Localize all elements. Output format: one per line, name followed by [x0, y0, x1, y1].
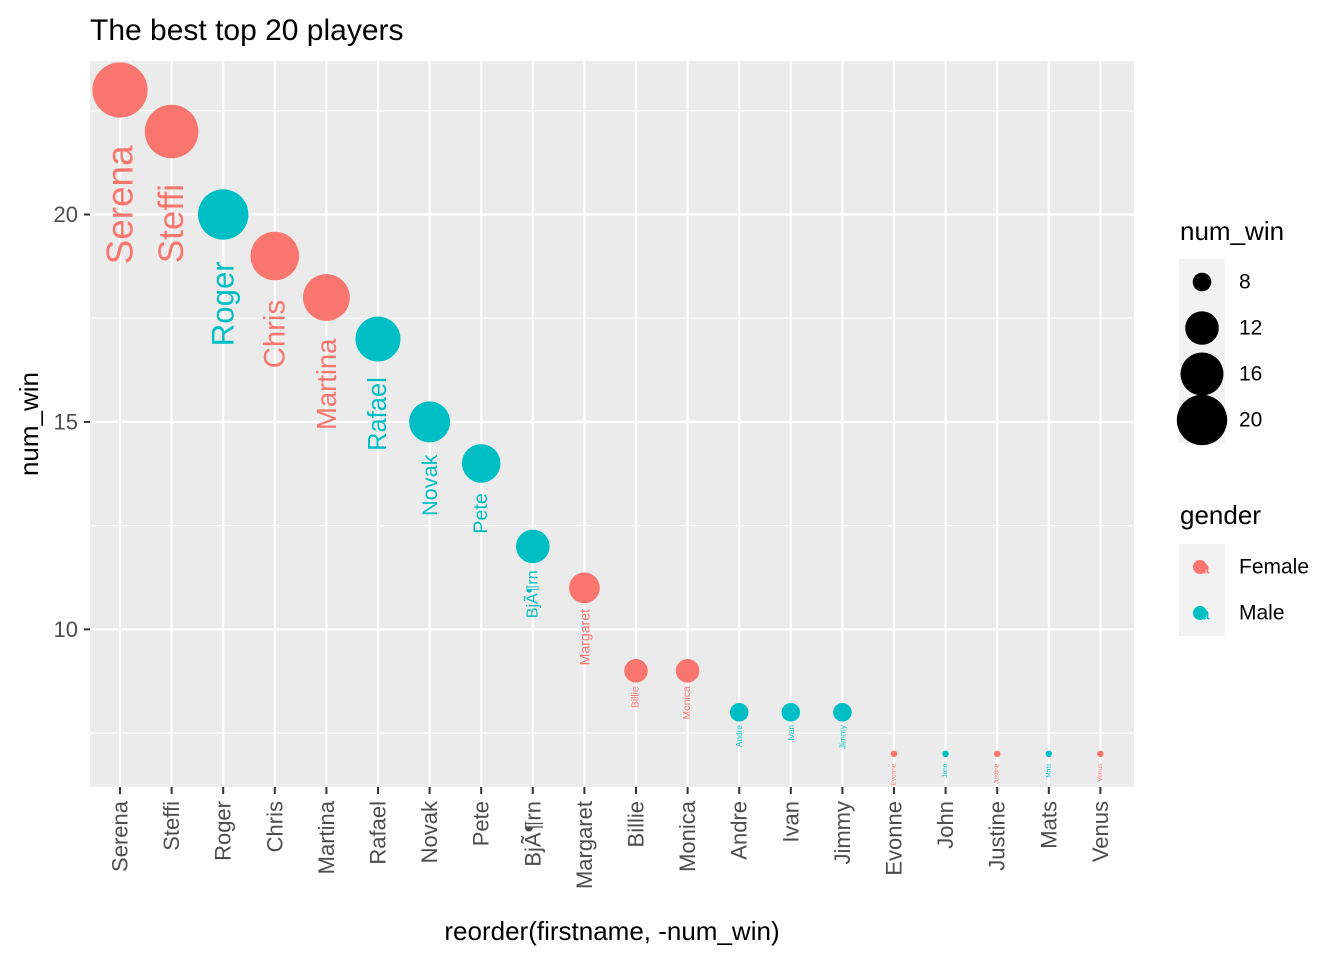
- legend-size-dot: [1180, 352, 1224, 396]
- x-axis-title: reorder(firstname, -num_win): [444, 916, 779, 946]
- point-label: Evonne: [891, 763, 898, 785]
- point-label: Margaret: [576, 609, 592, 665]
- legend-size-label: 12: [1239, 317, 1262, 340]
- x-tick-label: John: [933, 801, 958, 849]
- x-tick-label: Mats: [1036, 801, 1061, 849]
- data-point: [1045, 750, 1053, 757]
- legend-size: num_win 8 12 16 20: [1176, 216, 1284, 446]
- point-label: Steffi: [152, 184, 191, 263]
- x-tick-label: Justine: [985, 801, 1010, 871]
- legend-gender-dot: [1193, 606, 1207, 620]
- chart-title: The best top 20 players: [90, 14, 404, 47]
- data-point: [303, 274, 350, 321]
- point-label: Jimmy: [837, 724, 847, 749]
- data-point: [729, 703, 749, 722]
- point-label: Serena: [100, 145, 141, 264]
- x-tick-label: Jimmy: [830, 801, 855, 865]
- x-tick-label: Evonne: [882, 801, 907, 876]
- point-label: Andre: [734, 725, 744, 748]
- x-tick-label: Ivan: [778, 801, 803, 843]
- data-point: [409, 401, 451, 443]
- data-point: [890, 750, 898, 757]
- data-point: [569, 572, 600, 604]
- x-tick-label: Andre: [727, 801, 752, 860]
- point-label: Chris: [258, 300, 291, 368]
- x-tick-label: Venus: [1088, 801, 1113, 862]
- x-tick-label: Rafael: [366, 801, 391, 865]
- point-label: Venus: [1097, 763, 1104, 782]
- y-tick-label: 15: [54, 409, 78, 434]
- legend-size-title: num_win: [1180, 216, 1284, 246]
- y-axis: 10 15 20: [54, 202, 90, 642]
- x-tick-label: Serena: [108, 800, 133, 872]
- y-tick-label: 10: [54, 617, 78, 642]
- point-label: Roger: [206, 261, 241, 346]
- legend-gender: gender a Female a Male: [1179, 500, 1309, 636]
- x-tick-label: Martina: [314, 800, 339, 874]
- data-point: [144, 104, 199, 159]
- x-tick-label: Margaret: [572, 801, 597, 889]
- legend-size-label: 8: [1239, 271, 1251, 294]
- data-point: [516, 529, 550, 564]
- legend-gender-label: Male: [1239, 602, 1285, 625]
- legend-size-dot: [1176, 394, 1228, 446]
- point-label: Monica: [682, 686, 693, 719]
- x-tick-label: Novak: [417, 800, 442, 863]
- x-tick-label: Monica: [675, 800, 700, 872]
- point-label: Pete: [470, 493, 492, 534]
- y-tick-label: 20: [54, 202, 78, 227]
- data-point: [994, 750, 1001, 757]
- point-label: Rafael: [364, 377, 392, 451]
- data-point: [942, 750, 949, 757]
- data-point: [250, 231, 300, 281]
- x-axis: Serena Steffi Roger Chris Martina Rafael Novak…: [108, 787, 1113, 889]
- legend-gender-glyph: a: [1200, 605, 1210, 624]
- x-tick-label: Roger: [211, 801, 236, 861]
- legend-gender-label: Female: [1239, 556, 1309, 579]
- data-point: [624, 659, 648, 683]
- legend-size-label: 16: [1239, 363, 1262, 386]
- legend-size-label: 20: [1239, 409, 1262, 432]
- data-point: [198, 189, 249, 240]
- point-labels: Serena Steffi Roger Chris Martina Rafael Novak…: [100, 145, 1104, 786]
- point-label: Justine: [994, 763, 1001, 784]
- x-tick-label: Billie: [624, 801, 649, 847]
- panel-background: [90, 61, 1134, 787]
- data-point: [92, 62, 148, 118]
- legend-size-dot: [1185, 311, 1219, 345]
- data-point: [833, 703, 852, 722]
- point-label: Mats: [1045, 763, 1052, 778]
- point-label: Ivan: [786, 725, 796, 741]
- legend-size-dot: [1192, 272, 1212, 292]
- plot-panel: [90, 61, 1134, 787]
- legend-gender-dot: [1193, 560, 1207, 574]
- point-label: John: [942, 763, 949, 777]
- data-point: [781, 703, 801, 722]
- data-point: [461, 444, 501, 483]
- x-tick-label: Chris: [262, 801, 287, 852]
- x-tick-label: Pete: [469, 801, 494, 846]
- points: [92, 62, 1104, 757]
- y-axis-title: num_win: [14, 372, 44, 476]
- point-label: Billie: [631, 686, 642, 708]
- point-label: Martina: [311, 338, 342, 430]
- legend-gender-glyph: a: [1200, 559, 1210, 578]
- point-label: Novak: [417, 454, 442, 516]
- point-label: BjÃ¶rn: [521, 570, 541, 618]
- x-tick-label: BjÃ¶rn: [520, 801, 545, 867]
- data-point: [1097, 750, 1104, 757]
- data-point: [355, 316, 401, 362]
- data-point: [675, 659, 700, 683]
- legend-gender-title: gender: [1180, 500, 1261, 530]
- x-tick-label: Steffi: [159, 801, 184, 851]
